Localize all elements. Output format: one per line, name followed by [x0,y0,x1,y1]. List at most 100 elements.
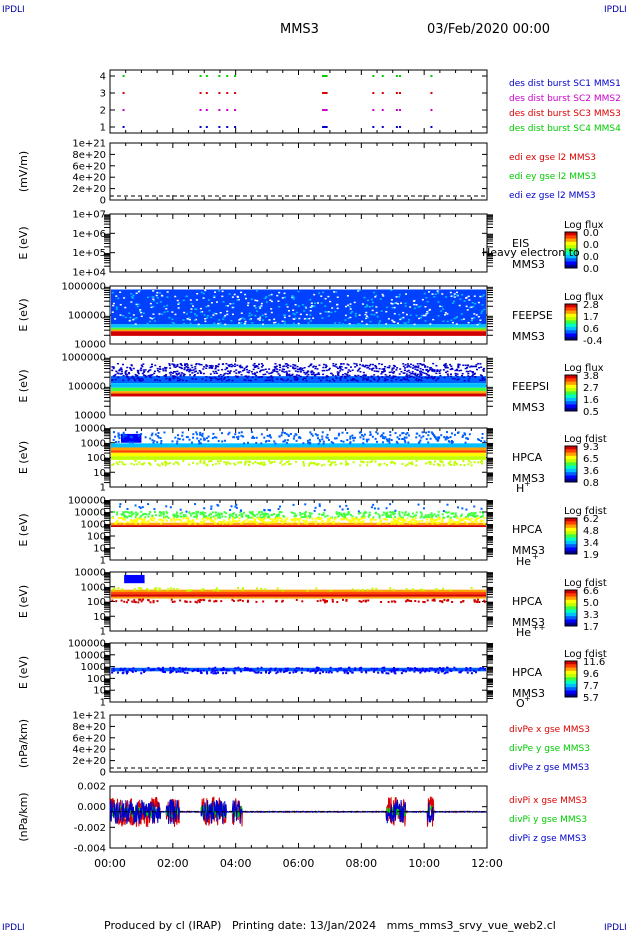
spectrogram-pixel [424,669,427,672]
spectrogram-pixel [423,601,426,604]
y-tick-label-edi: 6e+20 [72,161,106,172]
spectrogram-pixel [367,316,370,319]
spectrogram-pixel [193,313,196,315]
spectrogram-pixel [215,436,218,439]
spectrogram-pixel [312,520,315,523]
spectrogram-pixel [367,376,370,378]
spectrogram-pixel [356,370,359,372]
spectrogram-pixel [227,461,230,464]
spectrogram-pixel [317,462,320,465]
spectrogram-pixel [334,437,337,440]
spectrogram-pixel [455,463,458,466]
spectrogram-pixel [440,670,443,673]
spectrogram-pixel [146,521,149,524]
spectrogram-pixel [415,436,418,439]
spectrogram-pixel [176,511,179,514]
spectrogram-band [111,393,486,397]
spectrogram-pixel [390,371,393,373]
spectrogram-pixel [136,374,139,377]
species-charge-hpca_o: + [524,694,531,703]
spectrogram-pixel [351,519,354,522]
spectrogram-pixel [256,310,259,312]
spectrogram-pixel [147,520,150,523]
spectrogram-pixel [465,667,468,670]
spectrogram-pixel [404,520,407,523]
spectrogram-pixel [121,669,124,672]
spectrogram-pixel [433,434,436,437]
spectrogram-pixel [359,511,362,514]
spectrogram-pixel [248,312,251,315]
spectrogram-pixel [198,369,201,372]
spectrogram-band [111,387,486,392]
spectrogram-pixel [448,518,451,521]
spectrogram-pixel [130,515,133,518]
spectrogram-pixel [482,294,485,296]
spectrogram-pixel [140,364,143,366]
spectrogram-pixel [419,668,422,671]
spectrogram-pixel [394,509,397,512]
spectrogram-pixel [133,317,136,320]
spectrogram-pixel [366,588,369,591]
divpi-series [109,796,488,828]
spectrogram-pixel [185,295,188,298]
instrument-label-hpca_o: HPCA [512,666,543,679]
spectrogram-pixel [353,362,356,365]
burst-mark [218,92,221,94]
colorbar-swatch [565,449,577,454]
spectrogram-pixel [149,437,152,440]
spectrogram-pixel [246,368,249,371]
spectrogram-pixel [225,669,228,672]
spectrogram-pixel [393,321,396,323]
spectrogram-band [111,525,486,527]
spectrogram-pixel [365,304,368,306]
spectrogram-pixel [413,303,416,306]
spectrogram-pixel [361,588,364,591]
spectrogram-pixel [431,521,434,524]
legend-entry-burst: des dist burst SC3 MMS3 [509,109,621,119]
spectrogram-pixel [408,461,411,464]
spectrogram-band [111,667,486,672]
spectrogram-pixel [197,323,200,326]
spectrogram-pixel [445,671,448,674]
spectrogram-pixel [162,666,165,669]
spectrogram-pixel [142,363,145,365]
spectrogram-pixel [436,667,439,670]
spectrogram-pixel [420,316,423,319]
spectrogram-pixel [421,371,424,374]
spectrogram-pixel [117,435,120,438]
spectrogram-pixel [180,374,183,376]
spectrogram-pixel [185,510,188,513]
spectrogram-pixel [458,519,461,522]
spectrogram-pixel [195,514,198,517]
spectrogram-pixel [262,514,265,517]
spectrogram-pixel [234,433,237,436]
spectrogram-pixel [438,521,441,524]
spectrogram-pixel [156,441,159,444]
spectrogram-pixel [232,302,235,305]
spectrogram-pixel [122,374,125,377]
spectrogram-pixel [176,365,179,367]
burst-mark [226,126,229,128]
spectrogram-pixel [278,435,281,438]
spectrogram-pixel [452,295,455,297]
spectrogram-pixel [458,363,461,366]
spectrogram-pixel [186,317,189,320]
spectrogram-pixel [430,375,433,378]
spectrogram-pixel [224,314,227,317]
spectrogram-pixel [124,510,127,513]
spectrogram-pixel [309,514,312,517]
spectrogram-pixel [197,599,200,602]
spectrogram-pixel [285,365,288,368]
burst-mark [205,109,208,111]
spectrogram-pixel [366,464,369,467]
spectrogram-pixel [271,378,274,380]
spectrogram-pixel [309,431,312,434]
spectrogram-pixel [213,669,216,672]
spectrogram-pixel [242,435,245,438]
legend-entry-edi: edi ey gse l2 MMS3 [509,172,596,182]
spectrogram-pixel [383,667,386,670]
burst-mark [234,126,237,128]
spectrogram-pixel [159,368,162,371]
spectrogram-pixel [134,323,137,325]
spectrogram-pixel [171,311,174,313]
